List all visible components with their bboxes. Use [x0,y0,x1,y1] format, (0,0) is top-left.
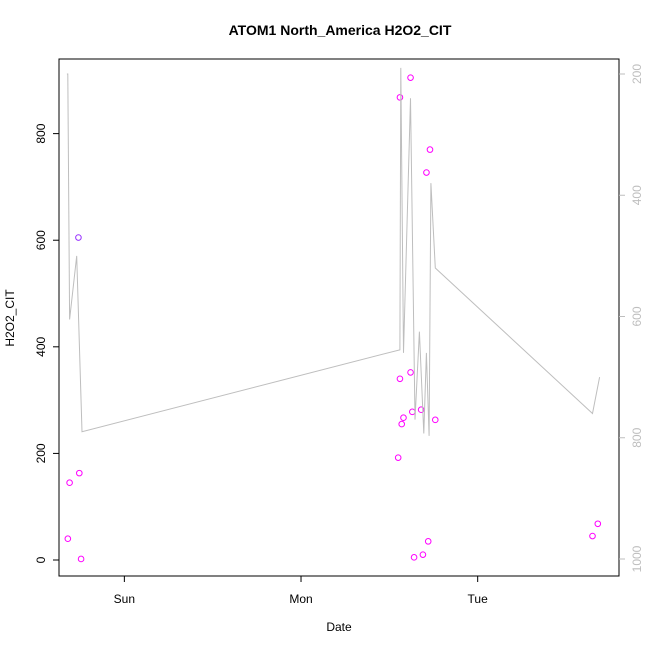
data-point [396,94,404,101]
plot-frame [58,58,620,577]
x-tick-label: Mon [289,592,312,606]
data-point [398,420,406,428]
x-tick-label: Tue [468,592,489,606]
series-layer [64,67,602,563]
data-point [407,369,414,376]
y-tick-label: 0 [34,556,48,563]
data-point [594,520,602,528]
data-point [77,555,85,563]
x-axis: Sun Mon Tue [114,576,488,606]
y-tick-label: 200 [34,443,48,463]
data-point [396,375,404,383]
data-point [409,408,416,416]
x-tick-label: Sun [114,592,135,606]
data-point [76,469,83,477]
data-point [419,551,427,558]
data-point [424,538,432,545]
y2-tick-label: 800 [630,427,644,447]
data-point [423,169,430,176]
y-tick-label: 800 [34,123,48,143]
y-axis: 0 200 400 600 800 [34,123,59,563]
data-point [400,414,407,422]
data-point [394,454,402,461]
data-point [417,406,425,414]
data-point [64,535,72,542]
data-point [431,416,439,424]
y2-tick-label: 1000 [630,545,644,572]
chart-title: ATOM1 North_America H2O2_CIT [229,22,452,38]
y-tick-label: 600 [34,230,48,250]
x-axis-label: Date [326,620,352,634]
data-point [426,146,434,153]
y2-tick-label: 200 [630,64,644,84]
data-point [75,234,82,241]
data-point [407,74,414,81]
y2-tick-label: 600 [630,306,644,326]
y2-tick-label: 400 [630,185,644,205]
y-tick-label: 400 [34,336,48,356]
y-axis-label: H2O2_CIT [3,289,17,347]
data-point [589,532,596,540]
data-point [66,479,73,487]
y2-axis-right: 200 400 600 800 1000 [619,64,644,572]
series-line [66,67,601,436]
data-point [410,554,418,561]
